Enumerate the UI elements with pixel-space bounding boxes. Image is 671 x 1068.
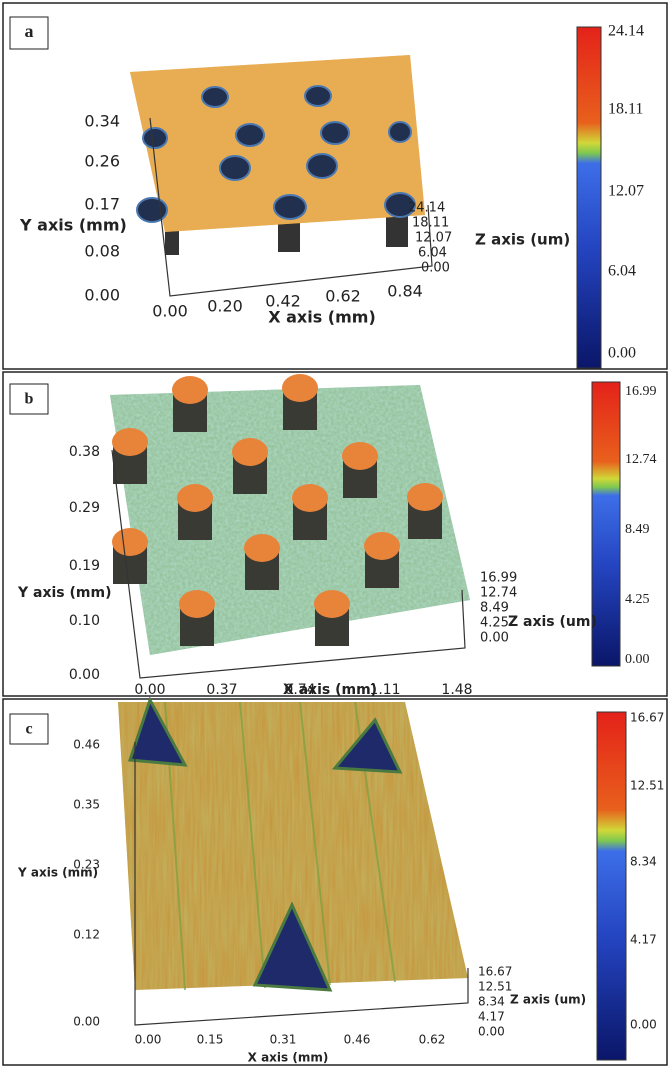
pillar-top xyxy=(342,442,378,470)
colorbar-label: 4.25 xyxy=(625,592,650,607)
y-tick-label: 0.12 xyxy=(73,928,100,942)
y-tick-label: 0.10 xyxy=(69,613,100,629)
z-tick-label: 0.00 xyxy=(478,1025,505,1039)
y-tick-label: 0.19 xyxy=(69,558,100,574)
z-tick-label: 0.00 xyxy=(421,261,450,276)
x-tick-label: 0.62 xyxy=(419,1033,446,1047)
colorbar-label: 18.11 xyxy=(608,101,643,118)
z-tick-label: 16.99 xyxy=(480,571,517,586)
x-axis-title: X axis (mm) xyxy=(248,1051,329,1065)
z-axis-title: Z axis (um) xyxy=(475,231,570,249)
colorbar-label: 0.00 xyxy=(608,345,636,362)
z-tick-label: 12.51 xyxy=(478,980,512,994)
z-tick-label: 24.14 xyxy=(408,201,445,216)
colorbar-label: 8.34 xyxy=(630,855,657,869)
y-tick-label: 0.26 xyxy=(84,152,120,171)
panel-label: b xyxy=(25,391,34,408)
x-tick-label: 0.20 xyxy=(207,297,243,316)
y-axis-title: Y axis (mm) xyxy=(19,216,127,235)
x-axis-title: X axis (mm) xyxy=(268,308,376,327)
pillar-top xyxy=(364,532,400,560)
y-tick-label: 0.35 xyxy=(73,798,100,812)
y-axis-title: Y axis (mm) xyxy=(17,866,98,880)
x-tick-label: 0.00 xyxy=(134,682,165,698)
x-tick-label: 0.31 xyxy=(270,1033,297,1047)
pillar-top xyxy=(244,534,280,562)
pillar-top xyxy=(112,528,148,556)
y-axis-title: Y axis (mm) xyxy=(17,585,111,601)
z-tick-label: 6.04 xyxy=(418,246,447,261)
x-tick-label: 0.62 xyxy=(325,287,361,306)
colorbar-label: 4.17 xyxy=(630,933,657,947)
y-tick-label: 0.00 xyxy=(84,286,120,305)
panel-b xyxy=(3,372,667,696)
panel-c xyxy=(3,699,667,1065)
colorbar-label: 12.74 xyxy=(625,452,657,467)
x-tick-label: 0.00 xyxy=(135,1033,162,1047)
y-tick-label: 0.17 xyxy=(84,195,120,214)
pillar-top xyxy=(314,590,350,618)
y-tick-label: 0.08 xyxy=(84,242,120,261)
figure: a 0.34 0.26 0.17 0.08 0.00 Y axis (mm) 0.00 0.20… xyxy=(0,0,671,1068)
z-tick-label: 12.07 xyxy=(415,231,452,246)
y-tick-label: 0.46 xyxy=(73,738,100,752)
pillar-top xyxy=(112,428,148,456)
y-tick-label: 0.29 xyxy=(69,500,100,516)
colorbar-label: 0.00 xyxy=(625,652,650,667)
z-tick-label: 8.34 xyxy=(478,995,505,1009)
colorbar-label: 0.00 xyxy=(630,1018,657,1032)
x-tick-label: 0.46 xyxy=(344,1033,371,1047)
z-tick-label: 18.11 xyxy=(412,216,449,231)
colorbar-label: 24.14 xyxy=(608,23,644,40)
pillar-top xyxy=(292,484,328,512)
x-tick-label: 0.37 xyxy=(206,682,237,698)
colorbar-label: 8.49 xyxy=(625,522,650,537)
pillar-top xyxy=(282,374,318,402)
x-tick-label: 0.84 xyxy=(387,282,423,301)
colorbar-label: 6.04 xyxy=(608,263,636,280)
pillar-top xyxy=(179,590,215,618)
z-axis-title: Z axis (um) xyxy=(508,614,597,630)
pillar-top xyxy=(177,484,213,512)
z-tick-label: 4.25 xyxy=(480,616,509,631)
x-axis-title: X axis (mm) xyxy=(283,682,377,698)
pillar-top xyxy=(407,483,443,511)
y-tick-label: 0.34 xyxy=(84,112,120,131)
panel-label: a xyxy=(25,21,34,41)
colorbar-label: 12.51 xyxy=(630,779,664,793)
pillar-top xyxy=(232,438,268,466)
colorbar-label: 16.67 xyxy=(630,711,664,725)
pillar-top xyxy=(172,376,208,404)
colorbar-label: 16.99 xyxy=(625,384,657,399)
z-tick-label: 8.49 xyxy=(480,601,509,616)
z-tick-label: 12.74 xyxy=(480,586,517,601)
panel-label: c xyxy=(25,721,32,738)
y-tick-label: 0.00 xyxy=(69,667,100,683)
colorbar-label: 12.07 xyxy=(608,183,644,200)
x-tick-label: 0.15 xyxy=(197,1033,224,1047)
z-tick-label: 4.17 xyxy=(478,1010,505,1024)
z-tick-label: 16.67 xyxy=(478,965,512,979)
x-tick-label: 0.00 xyxy=(152,302,188,321)
z-tick-label: 0.00 xyxy=(480,631,509,646)
y-tick-label: 0.00 xyxy=(73,1015,100,1029)
z-axis-title: Z axis (um) xyxy=(510,993,586,1007)
y-tick-label: 0.38 xyxy=(69,444,100,460)
x-tick-label: 1.48 xyxy=(441,682,472,698)
